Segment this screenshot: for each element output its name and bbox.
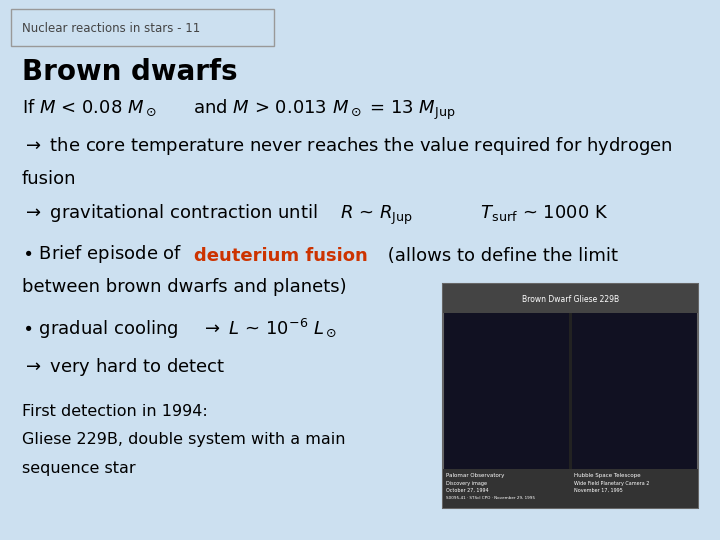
Ellipse shape <box>420 336 452 399</box>
Ellipse shape <box>580 343 603 371</box>
Ellipse shape <box>585 349 598 365</box>
Text: Nuclear reactions in stars - 11: Nuclear reactions in stars - 11 <box>22 22 200 35</box>
Text: $\bullet$ gradual cooling    $\rightarrow$ $\mathit{L}$ ~ 10$^{-6}$ $\mathit{L}$: $\bullet$ gradual cooling $\rightarrow$ … <box>22 317 337 341</box>
Text: November 17, 1995: November 17, 1995 <box>575 488 623 493</box>
Text: (allows to define the limit: (allows to define the limit <box>382 247 618 265</box>
Text: Wide Field Planetary Camera 2: Wide Field Planetary Camera 2 <box>575 481 649 486</box>
Text: between brown dwarfs and planets): between brown dwarfs and planets) <box>22 278 346 296</box>
Circle shape <box>523 403 534 417</box>
Text: October 27, 1994: October 27, 1994 <box>446 488 489 493</box>
Circle shape <box>646 373 654 384</box>
Ellipse shape <box>392 294 481 442</box>
Text: sequence star: sequence star <box>22 461 135 476</box>
Text: First detection in 1994:: First detection in 1994: <box>22 403 207 418</box>
Ellipse shape <box>408 317 465 418</box>
Text: fusion: fusion <box>22 170 76 188</box>
Text: $\rightarrow$ the core temperature never reaches the value required for hydrogen: $\rightarrow$ the core temperature never… <box>22 134 672 157</box>
Text: Gliese 229B, double system with a main: Gliese 229B, double system with a main <box>22 432 345 447</box>
Text: deuterium fusion: deuterium fusion <box>194 247 368 265</box>
Ellipse shape <box>429 350 444 384</box>
Circle shape <box>526 406 532 414</box>
Text: $\bullet$ Brief episode of: $\bullet$ Brief episode of <box>22 242 182 265</box>
Ellipse shape <box>569 333 613 380</box>
Text: Hubble Space Telescope: Hubble Space Telescope <box>575 473 641 478</box>
Text: If $\mathit{M}$ < 0.08 $\mathit{M}$$_\odot$      and $\mathit{M}$ > 0.013 $\math: If $\mathit{M}$ < 0.08 $\mathit{M}$$_\od… <box>22 97 455 122</box>
Text: $\rightarrow$ gravitational contraction until    $\mathit{R}$ ~ $\mathit{R}_\mat: $\rightarrow$ gravitational contraction … <box>22 202 608 227</box>
Text: Brown dwarfs: Brown dwarfs <box>22 58 237 86</box>
Text: Palomar Observatory: Palomar Observatory <box>446 473 505 478</box>
Text: Brown Dwarf Gliese 229B: Brown Dwarf Gliese 229B <box>522 295 619 304</box>
Text: $\rightarrow$ very hard to detect: $\rightarrow$ very hard to detect <box>22 356 225 378</box>
Text: S0095-41 · STScI CPO · November 29, 1995: S0095-41 · STScI CPO · November 29, 1995 <box>446 496 536 500</box>
Text: Discovery image: Discovery image <box>446 481 487 486</box>
